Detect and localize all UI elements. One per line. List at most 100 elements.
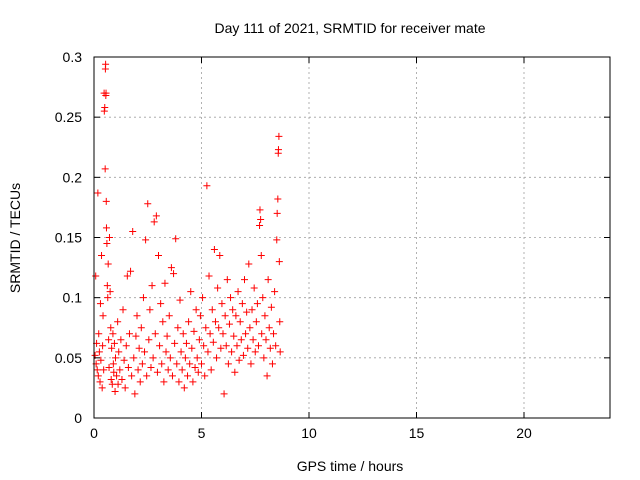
- data-point: [172, 235, 180, 243]
- data-point: [95, 348, 103, 356]
- data-point: [114, 380, 122, 388]
- data-point: [94, 189, 102, 197]
- data-point: [92, 272, 100, 280]
- data-point: [276, 348, 284, 356]
- data-point: [143, 372, 151, 380]
- data-point: [160, 378, 168, 386]
- data-point: [179, 330, 187, 338]
- data-point: [97, 356, 105, 364]
- data-point: [246, 324, 254, 332]
- data-point: [205, 272, 213, 280]
- data-point: [228, 348, 236, 356]
- data-point: [214, 284, 222, 292]
- data-point: [105, 336, 113, 344]
- data-point: [112, 354, 119, 362]
- data-point: [110, 368, 118, 376]
- data-point: [180, 384, 188, 392]
- data-point: [173, 360, 181, 368]
- data-point: [95, 330, 103, 338]
- plot-frame: [93, 56, 611, 419]
- data-point: [98, 384, 106, 392]
- data-point: [99, 342, 107, 350]
- data-point: [108, 344, 116, 352]
- data-point: [100, 366, 108, 374]
- data-point: [119, 306, 127, 314]
- data-point: [273, 209, 281, 217]
- data-point: [113, 372, 121, 380]
- data-point: [149, 354, 157, 362]
- axis-ticks: [93, 56, 610, 419]
- data-point: [217, 344, 225, 352]
- data-point: [109, 330, 117, 338]
- data-point: [227, 294, 235, 302]
- data-point: [196, 312, 204, 320]
- data-point: [253, 300, 261, 308]
- data-point: [167, 264, 175, 272]
- y-axis-title: SRMTID / TECUs: [7, 183, 23, 293]
- data-point: [274, 146, 282, 154]
- data-point: [102, 224, 110, 232]
- data-point: [272, 342, 280, 350]
- data-point: [99, 312, 107, 320]
- data-point: [151, 330, 159, 338]
- data-point: [144, 200, 152, 208]
- data-point: [165, 312, 173, 320]
- data-point: [243, 308, 251, 316]
- data-point: [174, 324, 182, 332]
- data-point: [152, 212, 160, 220]
- data-point: [181, 354, 189, 362]
- data-point: [127, 267, 135, 275]
- data-point: [177, 348, 185, 356]
- data-point: [263, 372, 271, 380]
- data-point: [121, 384, 129, 392]
- data-point: [102, 60, 110, 68]
- data-point: [250, 284, 258, 292]
- data-point: [139, 294, 147, 302]
- data-point: [98, 252, 106, 260]
- data-point: [259, 294, 267, 302]
- data-point: [116, 366, 124, 374]
- data-point: [101, 165, 109, 173]
- data-point: [233, 342, 241, 350]
- y-tick-label: 0.15: [55, 230, 82, 246]
- data-point: [203, 182, 211, 190]
- data-point: [147, 363, 155, 371]
- data-point: [187, 288, 195, 296]
- data-point: [157, 300, 165, 308]
- data-point: [159, 318, 167, 326]
- data-point: [260, 354, 268, 362]
- data-point: [104, 294, 112, 302]
- data-point: [115, 348, 123, 356]
- data-point: [224, 360, 232, 368]
- data-point: [258, 330, 266, 338]
- data-point: [146, 306, 154, 314]
- data-point: [231, 368, 239, 376]
- data-point: [232, 312, 240, 320]
- data-point: [178, 366, 186, 374]
- data-point: [105, 234, 113, 241]
- data-point: [120, 356, 128, 364]
- data-point: [130, 354, 138, 362]
- data-point: [133, 312, 141, 320]
- data-point: [104, 260, 112, 268]
- data-point: [251, 348, 259, 356]
- data-point: [135, 344, 143, 352]
- data-point: [150, 218, 158, 226]
- data-point: [106, 288, 114, 296]
- x-tick-label: 10: [301, 425, 317, 441]
- data-point: [245, 260, 253, 268]
- data-point: [191, 363, 199, 371]
- data-point: [96, 378, 104, 386]
- data-point: [275, 132, 283, 140]
- x-tick-label: 0: [90, 425, 98, 441]
- data-point: [153, 368, 161, 376]
- data-point: [211, 318, 219, 326]
- data-point: [166, 354, 174, 362]
- data-point: [274, 195, 282, 203]
- data-point: [123, 272, 131, 280]
- data-point: [110, 339, 118, 347]
- data-point: [158, 360, 166, 368]
- data-point: [235, 356, 243, 364]
- data-point: [195, 336, 203, 344]
